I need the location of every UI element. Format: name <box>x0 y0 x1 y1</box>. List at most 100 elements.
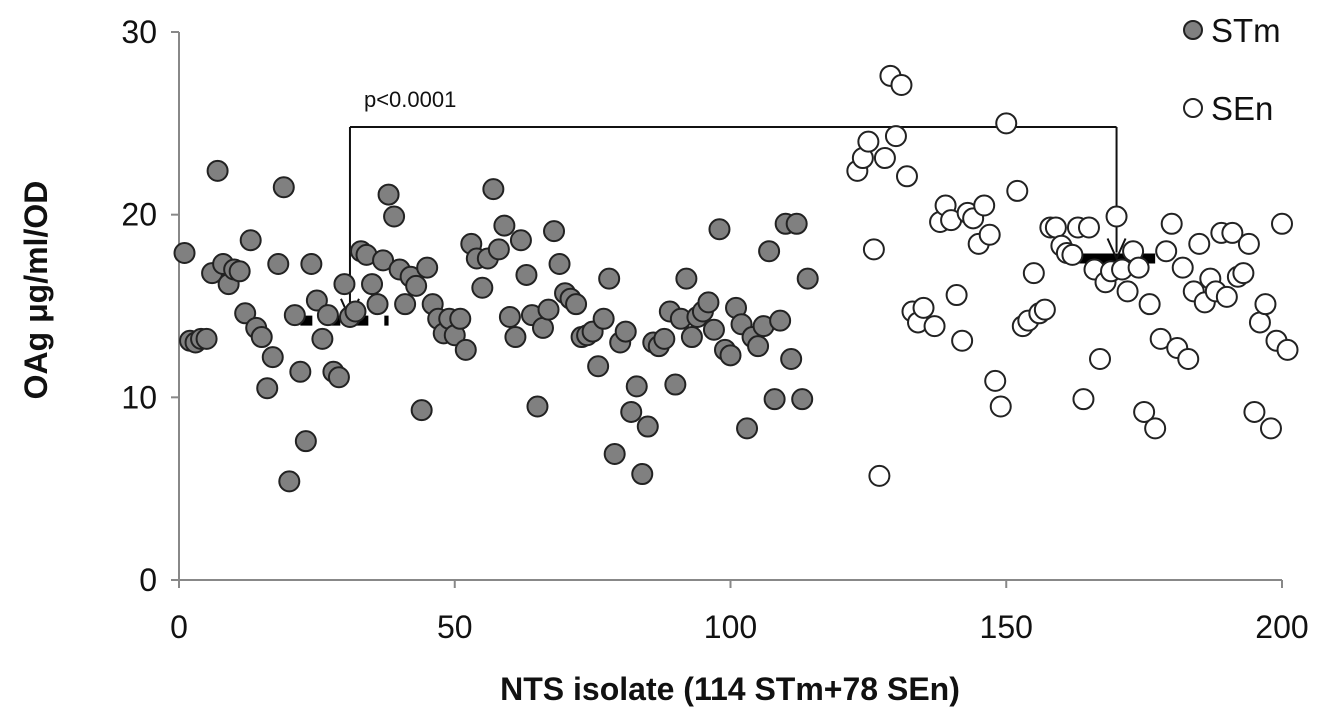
point-stm <box>625 375 648 398</box>
legend: STm SEn <box>1183 12 1281 127</box>
point-sen <box>1188 232 1211 255</box>
point-stm <box>603 442 626 465</box>
point-stm <box>680 326 703 349</box>
point-stm <box>736 417 759 440</box>
axes <box>171 31 1283 588</box>
point-sen <box>1243 400 1266 423</box>
tick-labels: 0 10 20 30 0 50 100 150 200 <box>121 14 1308 645</box>
y-axis-title: OAg μg/ml/OD <box>18 181 54 400</box>
point-sen <box>890 73 913 96</box>
point-stm <box>509 229 532 252</box>
legend-marker-sen <box>1183 98 1203 118</box>
point-sen <box>884 125 907 148</box>
point-stm <box>449 307 472 330</box>
point-stm <box>675 267 698 290</box>
point-stm <box>206 159 229 182</box>
point-sen <box>1221 221 1244 244</box>
point-stm <box>697 291 720 314</box>
point-stm <box>653 327 676 350</box>
point-sen <box>1160 212 1183 235</box>
point-stm <box>316 304 339 327</box>
point-stm <box>333 273 356 296</box>
p-value-label: p<0.0001 <box>364 87 456 112</box>
point-sen <box>978 223 1001 246</box>
point-stm <box>493 214 516 237</box>
point-stm <box>394 293 417 316</box>
point-stm <box>664 373 687 396</box>
point-stm <box>372 249 395 272</box>
point-stm <box>592 307 615 330</box>
point-stm <box>631 463 654 486</box>
point-stm <box>377 183 400 206</box>
point-stm <box>195 327 218 350</box>
point-stm <box>344 300 367 323</box>
point-stm <box>587 355 610 378</box>
point-stm <box>747 335 770 358</box>
point-stm <box>272 176 295 199</box>
point-stm <box>702 318 725 341</box>
point-stm <box>256 377 279 400</box>
point-stm <box>614 320 637 343</box>
point-stm <box>327 366 350 389</box>
point-stm <box>173 242 196 265</box>
point-sen <box>1149 327 1172 350</box>
point-stm <box>250 326 273 349</box>
point-sen <box>1155 240 1178 263</box>
point-sen <box>1033 298 1056 321</box>
point-stm <box>565 293 588 316</box>
point-stm <box>780 347 803 370</box>
point-sen <box>1237 232 1260 255</box>
point-stm <box>526 395 549 418</box>
point-sen <box>1133 400 1156 423</box>
point-stm <box>239 229 262 252</box>
point-stm <box>294 430 317 453</box>
point-stm <box>405 274 428 297</box>
legend-marker-stm <box>1183 20 1203 40</box>
point-sen <box>1271 212 1293 235</box>
point-stm <box>228 260 251 283</box>
point-stm <box>515 263 538 286</box>
point-sen <box>989 395 1012 418</box>
point-stm <box>708 218 731 241</box>
point-sen <box>1006 179 1029 202</box>
point-stm <box>366 293 389 316</box>
point-sen <box>1077 216 1100 239</box>
data-points <box>173 64 1299 493</box>
point-stm <box>598 267 621 290</box>
point-sen <box>973 194 996 217</box>
point-stm <box>416 256 439 279</box>
x-tick-label: 100 <box>704 609 757 645</box>
point-sen <box>1105 205 1128 228</box>
point-stm <box>791 388 814 411</box>
point-stm <box>758 240 781 263</box>
point-sen <box>873 147 896 170</box>
point-stm <box>537 298 560 321</box>
point-sen <box>923 315 946 338</box>
point-stm <box>410 399 433 422</box>
point-stm <box>361 273 384 296</box>
point-sen <box>1072 388 1095 411</box>
point-sen <box>1171 256 1194 279</box>
point-stm <box>543 220 566 243</box>
point-sen <box>857 130 880 153</box>
x-tick-label: 50 <box>437 609 473 645</box>
point-stm <box>267 252 290 275</box>
point-stm <box>261 346 284 369</box>
point-stm <box>504 326 527 349</box>
point-stm <box>289 360 312 383</box>
point-sen <box>1138 293 1161 316</box>
x-tick-label: 150 <box>980 609 1033 645</box>
point-stm <box>548 252 571 275</box>
point-sen <box>862 238 885 261</box>
point-stm <box>454 338 477 361</box>
point-stm <box>763 388 786 411</box>
point-stm <box>471 276 494 299</box>
point-stm <box>487 238 510 261</box>
x-axis-title: NTS isolate (114 STm+78 SEn) <box>500 671 960 707</box>
point-stm <box>531 316 554 339</box>
point-stm <box>785 212 808 235</box>
point-stm <box>283 304 306 327</box>
point-sen <box>1177 347 1200 370</box>
bracket-arrowhead <box>1106 238 1127 261</box>
x-tick-label: 0 <box>170 609 188 645</box>
